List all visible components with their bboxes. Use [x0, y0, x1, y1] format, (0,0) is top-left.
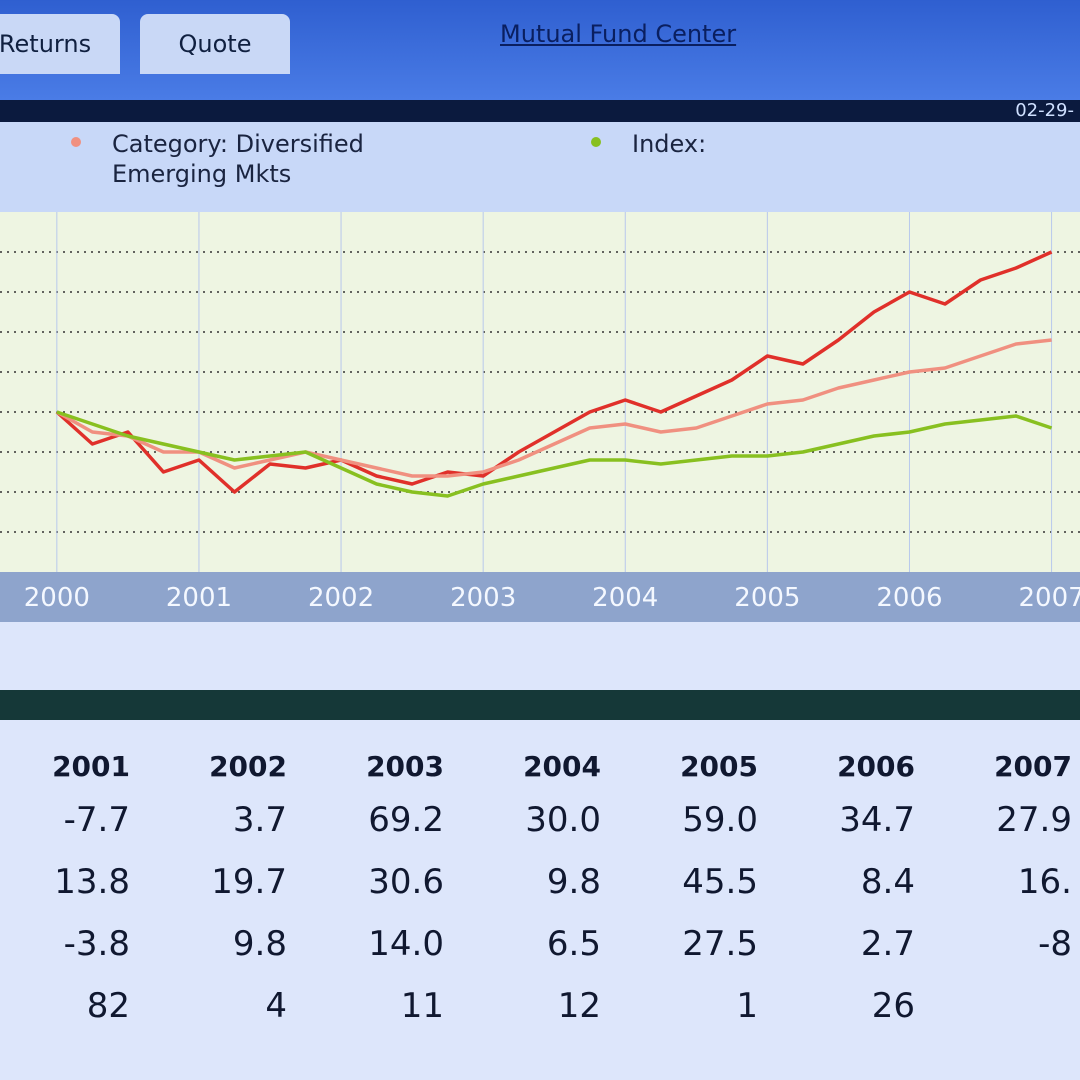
table-cell: 12	[557, 986, 601, 1026]
table-cell: 6.5	[546, 924, 601, 964]
x-tick-label: 2006	[876, 583, 942, 613]
x-tick-label: 2003	[450, 583, 516, 613]
x-tick-label: 2002	[308, 583, 374, 613]
tab[interactable]: Returns	[0, 14, 120, 74]
table-cell: -8	[1038, 924, 1072, 964]
column-header: 2006	[837, 750, 915, 783]
column-header: 2001	[52, 750, 130, 783]
table-cell: 59.0	[682, 800, 758, 840]
table-cell: 9.8	[546, 862, 601, 902]
plot-area	[0, 212, 1080, 572]
table-cell: 19.7	[211, 862, 287, 902]
tab[interactable]: Quote	[140, 14, 290, 74]
table-cell: 3.7	[232, 800, 287, 840]
x-tick-label: 2007	[1018, 583, 1080, 613]
column-header: 2002	[209, 750, 287, 783]
dark-bar	[0, 690, 1080, 720]
legend-area	[0, 122, 1080, 212]
table-cell: 45.5	[682, 862, 758, 902]
x-tick-label: 2004	[592, 583, 658, 613]
table-cell: 69.2	[368, 800, 444, 840]
table-cell: -3.8	[63, 924, 130, 964]
table-cell: 1	[736, 986, 758, 1026]
chart: 2000 2001 2002 2003 2004 2005 2006 2007 Category…	[0, 122, 1080, 622]
series-line	[56, 410, 1053, 498]
table-cell: 4	[265, 986, 287, 1026]
series-line	[55, 250, 1053, 494]
table-cell: -7.7	[63, 800, 130, 840]
table-cell: 2.7	[860, 924, 915, 964]
table-cell: 82	[86, 986, 130, 1026]
table-cell: 9.8	[232, 924, 287, 964]
table-cell: 11	[400, 986, 444, 1026]
x-tick-label: 2000	[24, 583, 90, 613]
date: 02-29-	[1015, 100, 1074, 121]
table-cell: 34.7	[839, 800, 915, 840]
column-header: 2005	[680, 750, 758, 783]
table-cell: 14.0	[368, 924, 444, 964]
legend-marker	[591, 137, 601, 147]
returns-table: 2001 2002 2003 2004 2005 2006 2007 -7.7 3.7 69.2 3…	[0, 740, 1080, 1080]
table-cell: 16.	[1017, 862, 1072, 902]
link[interactable]: Mutual Fund Center	[500, 20, 737, 48]
table-cell: 8.4	[860, 862, 915, 902]
series-line	[55, 338, 1052, 478]
column-header: 2003	[366, 750, 444, 783]
table-cell: 27.5	[682, 924, 758, 964]
column-header: 2004	[523, 750, 601, 783]
table-cell: 13.8	[54, 862, 130, 902]
dark-bar	[0, 100, 1080, 122]
table-cell: 26	[871, 986, 915, 1026]
x-tick-label: 2001	[166, 583, 232, 613]
x-tick-label: 2005	[734, 583, 800, 613]
table-cell: 30.0	[525, 800, 601, 840]
legend-label: Category: Diversified Emerging Mkts	[112, 130, 364, 188]
x-axis-band	[0, 572, 1080, 622]
table-cell: 30.6	[368, 862, 444, 902]
legend-label: Index:	[632, 130, 706, 158]
legend-marker	[71, 137, 81, 147]
column-header: 2007	[994, 750, 1072, 783]
table-cell: 27.9	[996, 800, 1072, 840]
